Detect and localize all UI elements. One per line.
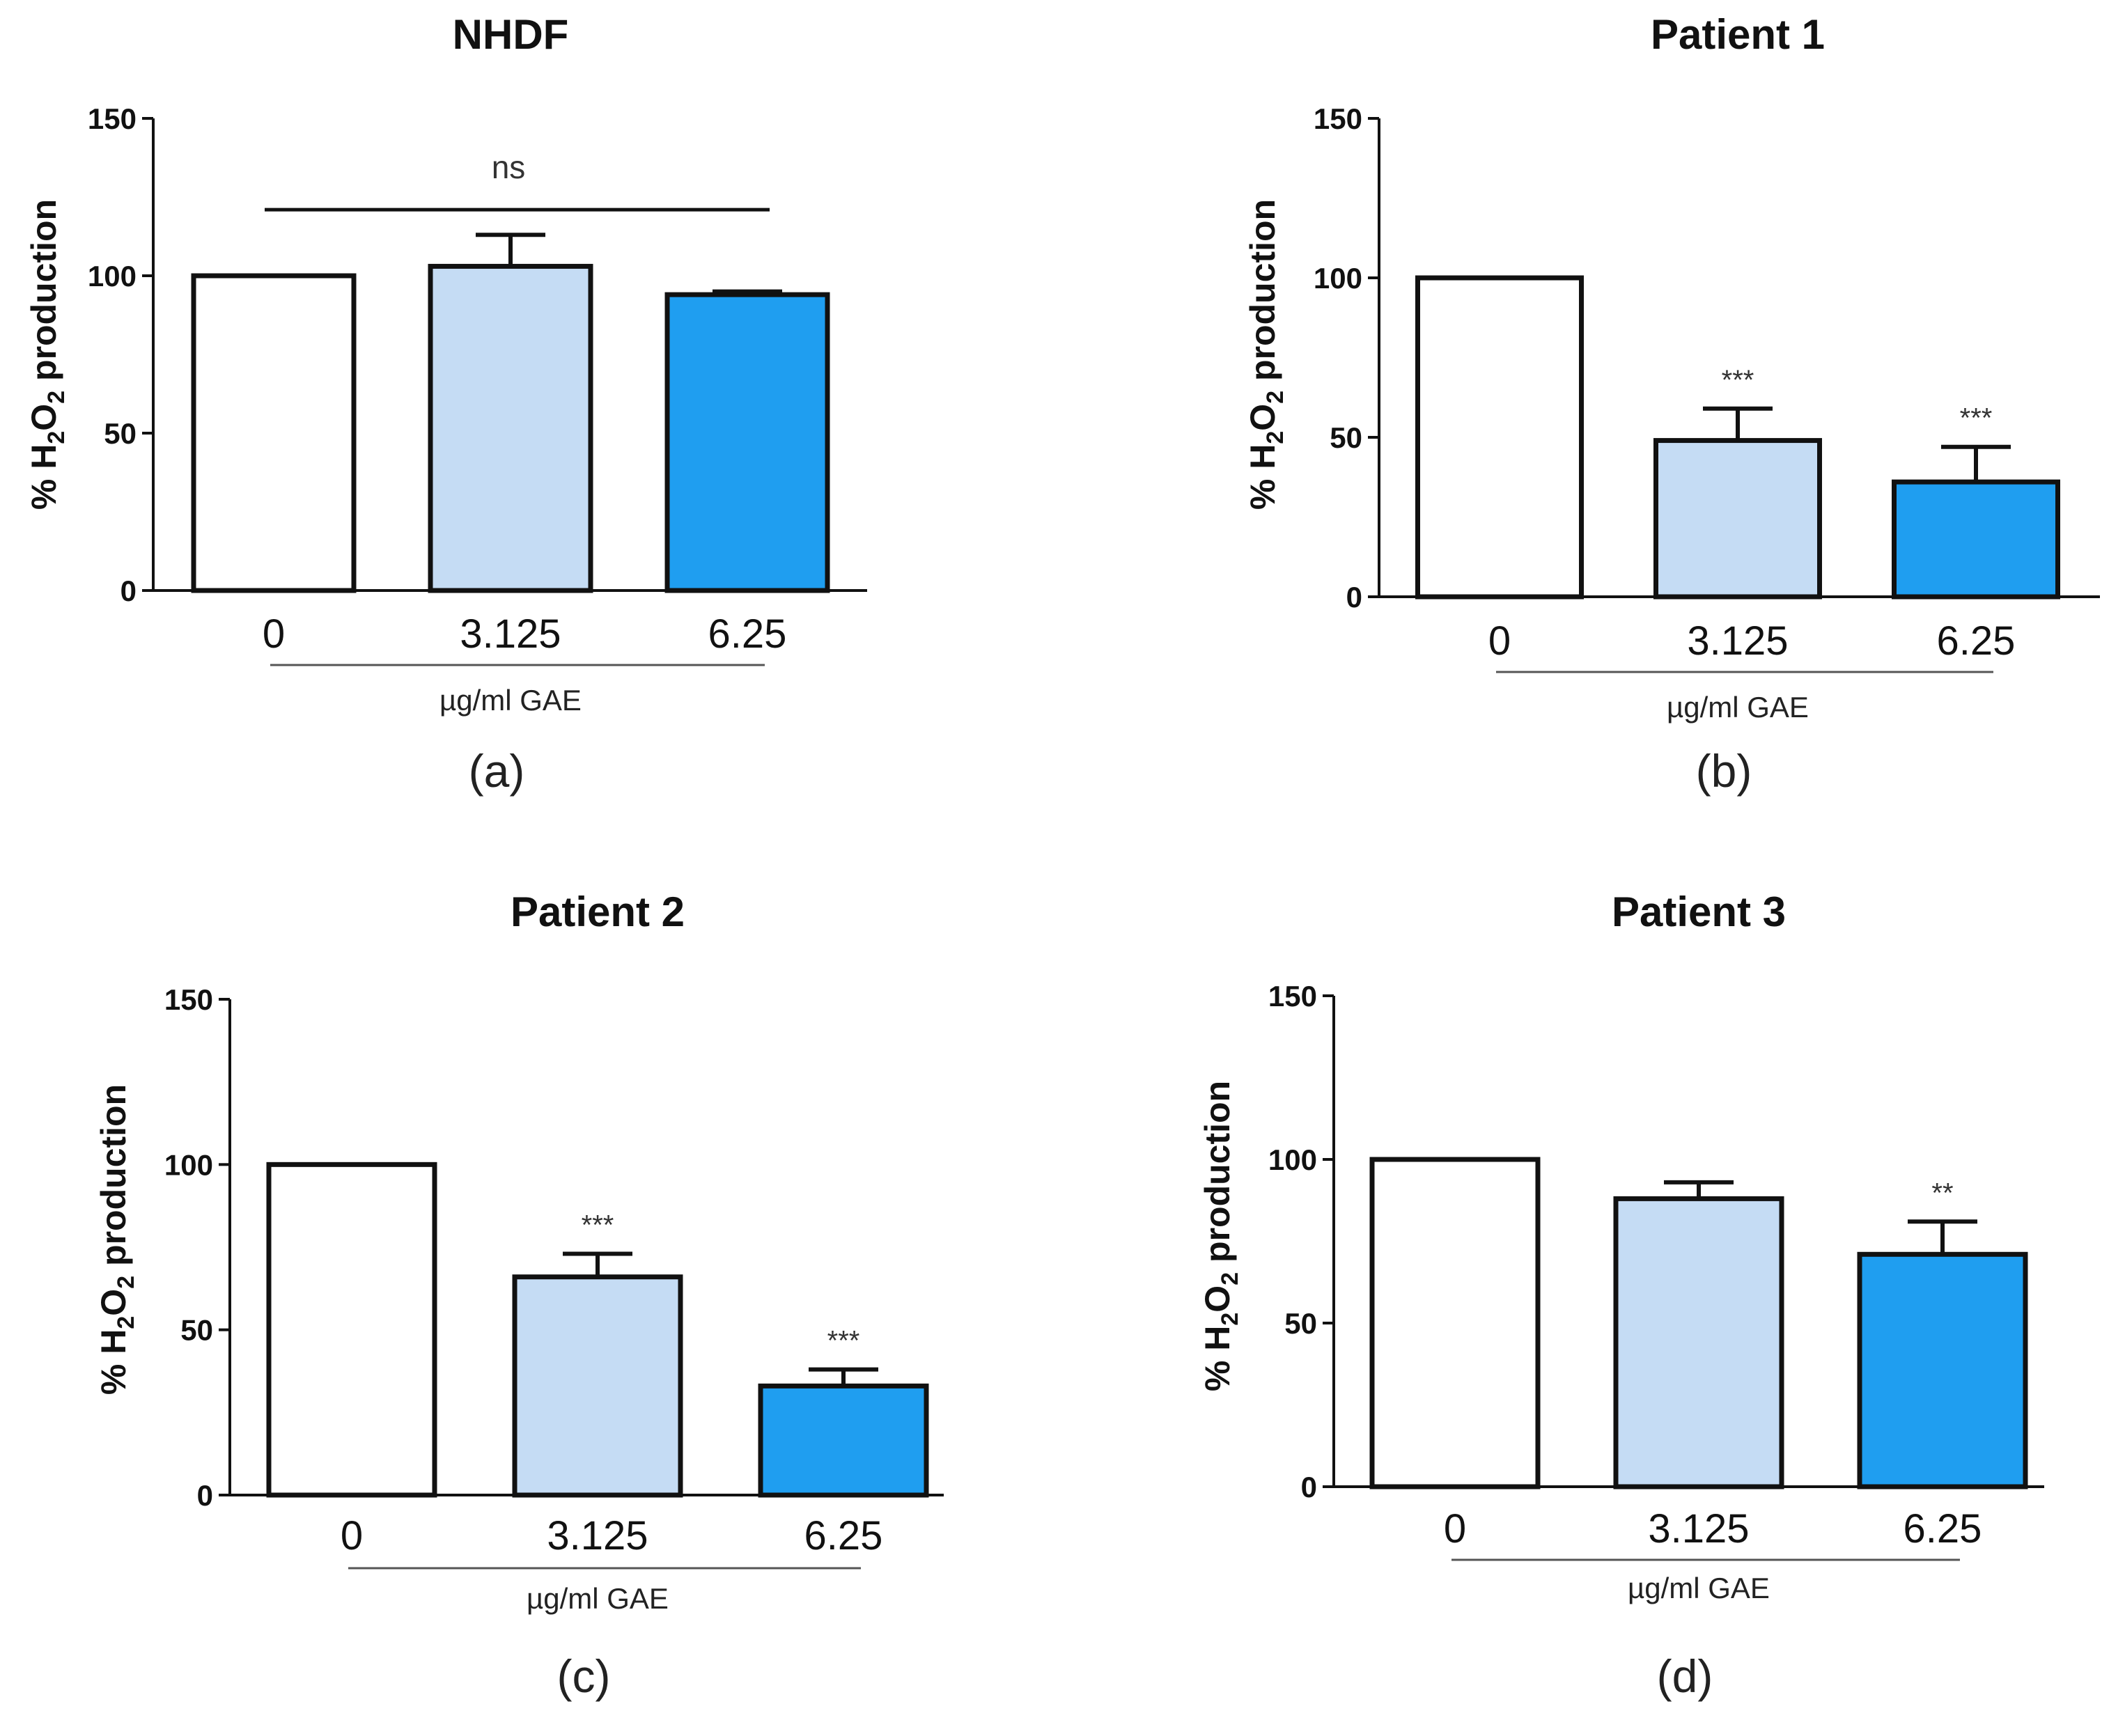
panel-label: (c) [557, 1650, 611, 1702]
y-axis-label: % H2O2 production [1243, 199, 1289, 510]
y-axis-label: % H2O2 production [94, 1084, 139, 1395]
y-tick-label: 100 [164, 1148, 213, 1181]
panel-label: (d) [1657, 1650, 1713, 1702]
x-category-label: 3.125 [1648, 1506, 1749, 1551]
bar-6-25 [1857, 1251, 2028, 1489]
bar-0 [1369, 1157, 1541, 1489]
bar-6-25 [1892, 479, 2060, 600]
bar-0 [266, 1162, 437, 1498]
panel-label: (a) [469, 745, 525, 797]
x-axis-label: µg/ml GAE [439, 684, 582, 717]
y-tick-label: 50 [104, 417, 137, 450]
chart-title: Patient 2 [511, 889, 685, 935]
y-tick-label: 50 [1330, 421, 1362, 454]
x-category-label: 6.25 [1937, 618, 2016, 664]
y-tick-label: 150 [1268, 980, 1317, 1012]
x-category-label: 0 [263, 611, 285, 657]
x-category-label: 0 [1444, 1506, 1466, 1551]
y-tick-label: 150 [88, 102, 137, 135]
y-tick-label: 150 [1314, 102, 1362, 135]
y-tick-label: 100 [88, 260, 137, 292]
x-category-label: 3.125 [460, 611, 561, 657]
y-tick-label: 0 [1301, 1471, 1317, 1503]
bar-3-125 [1613, 1196, 1784, 1489]
y-tick-label: 0 [1346, 581, 1362, 613]
x-category-label: 6.25 [804, 1513, 883, 1558]
chart-title: NHDF [453, 11, 569, 58]
x-axis-label: µg/ml GAE [1667, 691, 1809, 724]
significance-marker: *** [1722, 365, 1754, 396]
significance-marker: *** [827, 1326, 860, 1356]
x-category-label: 0 [1488, 618, 1511, 664]
x-axis-label: µg/ml GAE [1628, 1572, 1770, 1604]
chart-panel-4: Patient 3 0 50 100 150 % H2O2 production 0 3.12… [1198, 889, 2044, 1702]
bar-3-125 [1653, 438, 1822, 600]
y-tick-label: 0 [197, 1479, 213, 1512]
y-tick-label: 100 [1268, 1143, 1317, 1176]
x-category-label: 6.25 [708, 611, 787, 657]
y-axis-label: % H2O2 production [1198, 1081, 1243, 1391]
y-tick-label: 100 [1314, 262, 1362, 295]
chart-panel-3: Patient 2 0 50 100 150 % H2O2 production 0 *** 3… [94, 889, 944, 1702]
chart-title: Patient 1 [1651, 11, 1825, 58]
y-tick-label: 50 [1284, 1307, 1317, 1340]
bar-6-25 [758, 1383, 929, 1498]
x-axis-label: µg/ml GAE [527, 1582, 669, 1615]
y-tick-label: 150 [164, 983, 213, 1016]
x-category-label: 0 [341, 1513, 363, 1558]
chart-panel-2: Patient 1 0 50 100 150 % H2O2 production 0 *** 3… [1243, 11, 2100, 797]
bar-6-25 [664, 292, 830, 593]
ns-label: ns [492, 149, 526, 185]
chart-panel-1: NHDF 0 50 100 150 % H2O2 production 0 3.125 6.25… [24, 11, 867, 797]
y-tick-label: 0 [120, 574, 137, 607]
y-tick-label: 50 [180, 1314, 213, 1347]
significance-marker: ** [1931, 1178, 1953, 1208]
bar-0 [191, 273, 357, 593]
x-category-label: 3.125 [1687, 618, 1788, 664]
bar-0 [1415, 275, 1584, 600]
bar-3-125 [428, 263, 593, 593]
chart-title: Patient 3 [1612, 889, 1786, 935]
x-category-label: 6.25 [1904, 1506, 1982, 1551]
significance-marker: *** [1960, 403, 1993, 434]
y-axis-label: % H2O2 production [24, 199, 70, 510]
bar-3-125 [512, 1274, 683, 1498]
panel-label: (b) [1696, 745, 1752, 797]
significance-marker: *** [582, 1210, 614, 1240]
x-category-label: 3.125 [547, 1513, 648, 1558]
